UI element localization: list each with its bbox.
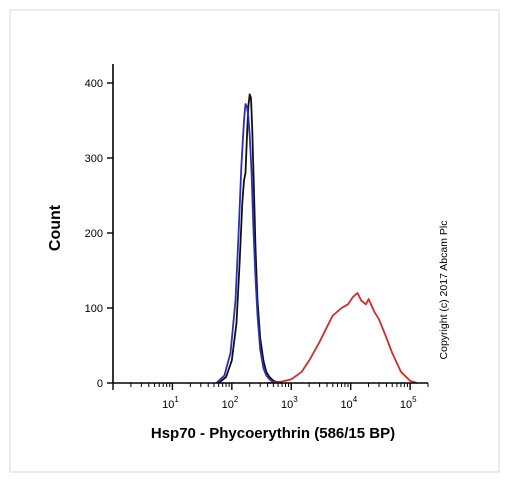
series-line-3 [267, 292, 418, 384]
copyright-annotation: Copyright (c) 2017 Abcam Plc [438, 221, 450, 360]
x-tick-label: 10 3 [281, 395, 298, 411]
axes-layer [112, 64, 428, 384]
x-tick-label: 10 2 [222, 395, 239, 411]
x-tick-label-exponent: 4 [353, 395, 358, 404]
x-tick-label: 10 1 [162, 395, 179, 411]
y-tick-label: 300 [85, 153, 103, 165]
y-tick-label: 100 [85, 303, 103, 315]
x-tick-label-exponent: 1 [174, 395, 179, 404]
y-tick-label: 400 [85, 78, 103, 90]
x-tick-label-base: 10 [340, 399, 352, 411]
x-tick-label-base: 10 [400, 399, 412, 411]
series-line-2 [215, 103, 277, 384]
x-tick-label-exponent: 5 [412, 395, 417, 404]
x-tick-label-base: 10 [222, 399, 234, 411]
y-axis-label: Count [47, 204, 64, 251]
x-tick-label-exponent: 2 [234, 395, 239, 404]
y-tick-label: 0 [97, 378, 103, 390]
outer-border [9, 9, 500, 473]
x-tick-label: 10 5 [400, 395, 417, 411]
series-line-1 [218, 93, 283, 384]
x-tick-label: 10 4 [340, 395, 357, 411]
x-tick-label-base: 10 [281, 399, 293, 411]
x-tick-label-exponent: 3 [293, 395, 298, 404]
series-layer [215, 93, 418, 384]
x-tick-label-base: 10 [162, 399, 174, 411]
x-axis-label: Hsp70 - Phycoerythrin (586/15 BP) [151, 425, 395, 442]
y-tick-label: 200 [85, 228, 103, 240]
